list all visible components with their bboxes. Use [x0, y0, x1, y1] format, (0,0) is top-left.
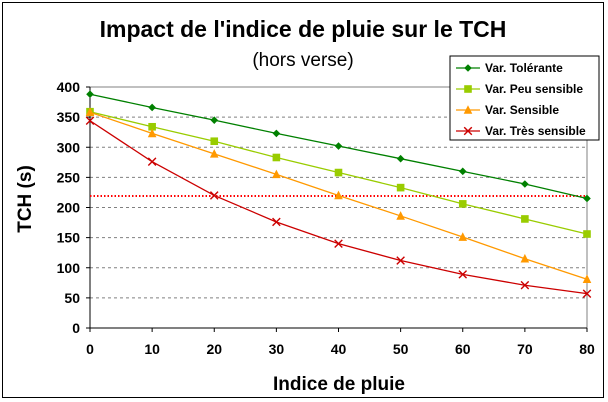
data-point-s3-4: [334, 239, 343, 248]
y-tick-label-150: 150: [57, 230, 81, 246]
data-point-s2-8: [582, 274, 592, 283]
data-point-s0-4: [334, 142, 343, 150]
legend-marker-2: [463, 105, 473, 114]
data-point-s0-8: [583, 194, 591, 203]
x-tick-label-20: 20: [206, 341, 222, 357]
legend-marker-1: [464, 85, 472, 93]
data-point-s1-6: [458, 200, 467, 208]
data-point-s2-5: [396, 211, 405, 220]
x-tick-label-0: 0: [86, 341, 94, 357]
data-point-s1-7: [521, 215, 529, 223]
legend-label-1: Var. Peu sensible: [485, 82, 583, 96]
data-point-s1-8: [583, 230, 591, 238]
data-point-s3-0: [85, 116, 95, 126]
data-point-s3-6: [458, 270, 468, 279]
data-point-s2-6: [458, 232, 468, 241]
data-point-s1-2: [210, 137, 219, 146]
y-tick-label-50: 50: [64, 290, 80, 306]
data-point-s0-6: [458, 167, 467, 176]
data-point-s3-1: [147, 157, 157, 167]
data-point-s0-7: [521, 180, 529, 188]
chart-title: Impact de l'indice de pluie sur le TCH: [100, 16, 507, 42]
data-point-s1-4: [334, 168, 343, 177]
x-tick-label-50: 50: [393, 341, 409, 357]
x-tick-label-80: 80: [579, 341, 595, 357]
chart: Impact de l'indice de pluie sur le TCH (…: [2, 2, 604, 398]
legend-box: [449, 55, 600, 141]
data-point-s1-5: [396, 183, 405, 192]
legend-marker-0: [464, 64, 472, 72]
x-axis-title: Indice de pluie: [273, 374, 405, 395]
legend: Var. Tolérante Var. Peu sensible Var. Sens…: [449, 55, 600, 141]
legend-marker-3: [463, 126, 473, 136]
data-point-s2-0: [85, 107, 95, 117]
data-point-s3-3: [272, 217, 281, 227]
x-tick-label-10: 10: [144, 341, 160, 357]
y-tick-label-400: 400: [57, 79, 81, 95]
data-point-s0-3: [272, 129, 281, 138]
data-point-s2-3: [272, 169, 281, 179]
data-point-s3-2: [209, 191, 219, 200]
x-tick-label-60: 60: [455, 341, 471, 357]
x-tick-label-40: 40: [331, 341, 347, 357]
y-axis-title: TCH (s): [15, 165, 36, 233]
data-point-s3-7: [520, 280, 530, 290]
data-point-s2-1: [147, 128, 157, 138]
chart-canvas: Impact de l'indice de pluie sur le TCH (…: [15, 16, 600, 395]
y-tick-label-0: 0: [72, 320, 80, 336]
y-tick-label-200: 200: [57, 200, 81, 216]
data-point-s1-3: [272, 153, 281, 162]
y-tick-label-300: 300: [57, 139, 81, 155]
y-tick-label-350: 350: [57, 109, 81, 125]
data-point-s2-2: [209, 149, 219, 158]
data-point-s0-0: [86, 90, 94, 99]
legend-label-3: Var. Très sensible: [485, 124, 586, 138]
data-point-s1-1: [148, 122, 156, 131]
data-point-s3-8: [582, 289, 592, 298]
y-tick-label-100: 100: [57, 260, 81, 276]
data-point-s0-2: [210, 116, 219, 124]
legend-label-0: Var. Tolérante: [485, 61, 563, 75]
data-point-s3-5: [396, 256, 405, 265]
data-point-s0-1: [148, 103, 156, 112]
data-point-s0-5: [396, 154, 405, 163]
x-tick-label-30: 30: [269, 341, 285, 357]
y-tick-label-250: 250: [57, 169, 81, 185]
chart-subtitle: (hors verse): [252, 50, 353, 71]
x-tick-label-70: 70: [517, 341, 533, 357]
data-point-s2-7: [520, 253, 530, 263]
legend-label-2: Var. Sensible: [485, 103, 559, 117]
data-point-s2-4: [334, 190, 343, 200]
